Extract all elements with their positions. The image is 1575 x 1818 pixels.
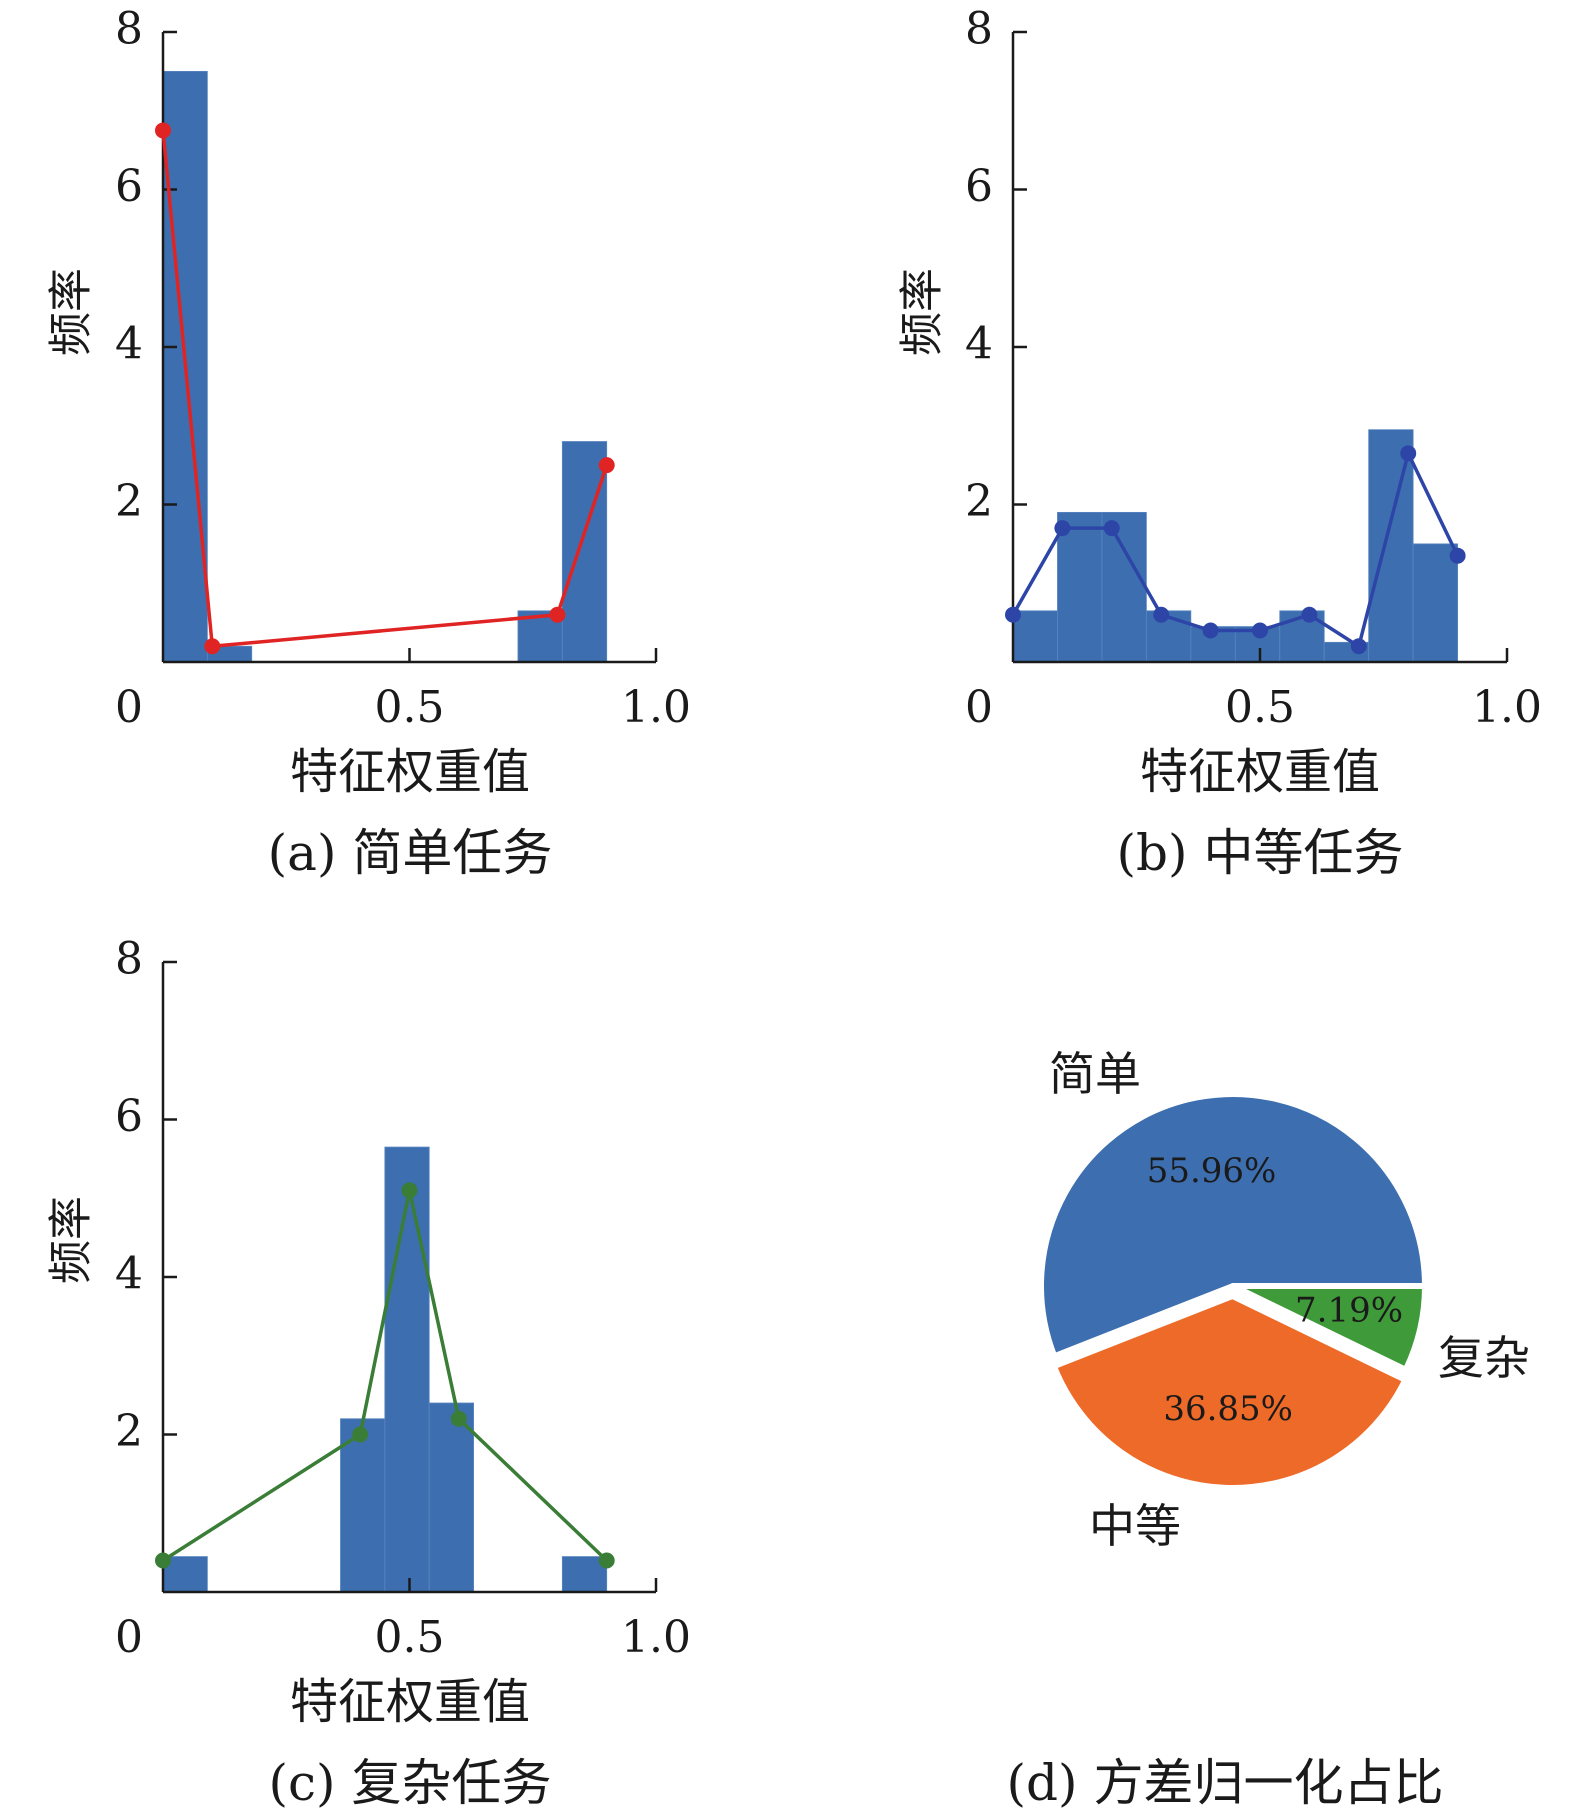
x-tick-label: 1.0	[1472, 682, 1542, 733]
y-tick-label: 4	[965, 319, 993, 370]
pie-slice-1	[1230, 1283, 1428, 1373]
histogram-bars	[1012, 429, 1459, 663]
frequency-point-4	[1202, 622, 1219, 639]
histogram-bars	[162, 70, 608, 663]
histogram-bar-1	[1057, 511, 1103, 663]
histogram-bar-2	[1101, 511, 1147, 663]
frequency-curve	[155, 1182, 615, 1569]
x-tick-label: 0	[965, 682, 993, 733]
histogram-bars	[162, 1146, 608, 1593]
x-axis-label: 特征权重值	[290, 1674, 530, 1730]
pie-percent-label: 55.96%	[1147, 1151, 1277, 1191]
x-axis-label: 特征权重值	[290, 744, 530, 800]
x-tick-label: 0	[115, 1612, 143, 1663]
frequency-point-9	[1449, 547, 1466, 564]
pie-category-label: 中等	[1089, 1499, 1181, 1553]
frequency-point-3	[1153, 606, 1170, 623]
frequency-point-1	[1054, 520, 1071, 537]
pie-category-label: 复杂	[1438, 1331, 1530, 1385]
histogram-bar-3	[561, 441, 608, 663]
pie-slice-0	[1038, 1091, 1428, 1360]
pie-chart: 55.96% 简单 7.19% 复杂 36.85% 中等	[1038, 1047, 1530, 1553]
frequency-curve	[1005, 445, 1466, 655]
y-tick-label: 2	[965, 476, 993, 527]
panel-caption: (d) 方差归一化占比	[1007, 1754, 1444, 1812]
x-axis-label: 特征权重值	[1140, 744, 1380, 800]
frequency-point-4	[598, 1552, 615, 1569]
pie-percent-label: 7.19%	[1295, 1291, 1403, 1331]
frequency-line	[1011, 448, 1460, 650]
histogram-bar-9	[1412, 543, 1459, 663]
x-tick-label: 0.5	[1225, 682, 1295, 733]
axes: 2 4 6 8 0 0.5 1.0	[115, 4, 691, 734]
frequency-point-0	[1005, 606, 1021, 623]
y-tick-label: 8	[115, 934, 143, 985]
frequency-point-2	[549, 606, 566, 623]
y-tick-label: 6	[115, 161, 143, 212]
frequency-point-6	[1301, 606, 1318, 623]
y-tick-label: 6	[115, 1091, 143, 1142]
panel-caption: (a) 简单任务	[268, 824, 553, 882]
histogram-bar-3	[428, 1402, 474, 1593]
y-tick-label: 2	[115, 1406, 143, 1457]
pie-slice-2	[1050, 1292, 1409, 1491]
panel-b-medium-task: 2 4 6 8 0 0.5 1.0 频率 特征权重值 (b) 中等任务	[897, 4, 1542, 883]
frequency-point-2	[401, 1182, 418, 1199]
histogram-bar-1	[340, 1418, 386, 1593]
y-axis-label: 频率	[897, 268, 948, 356]
panel-c-complex-task: 2 4 6 8 0 0.5 1.0 频率 特征权重值 (c) 复杂任务	[46, 934, 691, 1813]
frequency-point-1	[352, 1426, 369, 1443]
panel-caption: (b) 中等任务	[1117, 824, 1404, 882]
x-tick-label: 0.5	[375, 682, 445, 733]
pie-category-label: 简单	[1049, 1047, 1141, 1101]
frequency-curve	[155, 122, 615, 655]
y-tick-label: 2	[115, 476, 143, 527]
panel-a-simple-task: 2 4 6 8 0 0.5 1.0 频率 特征权重值 (a) 简单任务	[46, 4, 691, 883]
x-tick-label: 0	[115, 682, 143, 733]
frequency-point-3	[598, 457, 615, 474]
y-tick-label: 8	[965, 4, 993, 55]
histogram-bar-3	[1145, 610, 1192, 663]
y-tick-label: 6	[965, 161, 993, 212]
y-tick-label: 4	[115, 319, 143, 370]
y-axis-label: 频率	[46, 1196, 97, 1284]
frequency-line	[161, 130, 609, 649]
panel-d-variance-share-pie: 55.96% 简单 7.19% 复杂 36.85% 中等 (d) 方差归一化占比	[1007, 1047, 1530, 1812]
x-tick-label: 0.5	[375, 1612, 445, 1663]
y-tick-label: 8	[115, 4, 143, 55]
frequency-point-0	[155, 122, 171, 139]
axes: 2 4 6 8 0 0.5 1.0	[965, 4, 1542, 734]
frequency-point-0	[155, 1552, 171, 1569]
frequency-point-7	[1350, 638, 1367, 655]
frequency-point-1	[204, 638, 221, 655]
frequency-point-2	[1103, 520, 1120, 537]
y-axis-label: 频率	[46, 268, 97, 356]
frequency-point-5	[1252, 622, 1268, 639]
frequency-point-8	[1400, 445, 1417, 462]
axes: 2 4 6 8 0 0.5 1.0	[115, 934, 691, 1664]
frequency-point-3	[450, 1410, 467, 1427]
pie-percent-label: 36.85%	[1163, 1389, 1293, 1429]
panel-caption: (c) 复杂任务	[269, 1754, 552, 1812]
y-tick-label: 4	[115, 1249, 143, 1300]
x-tick-label: 1.0	[621, 682, 691, 733]
x-tick-label: 1.0	[621, 1612, 691, 1663]
histogram-bar-2	[384, 1146, 430, 1593]
